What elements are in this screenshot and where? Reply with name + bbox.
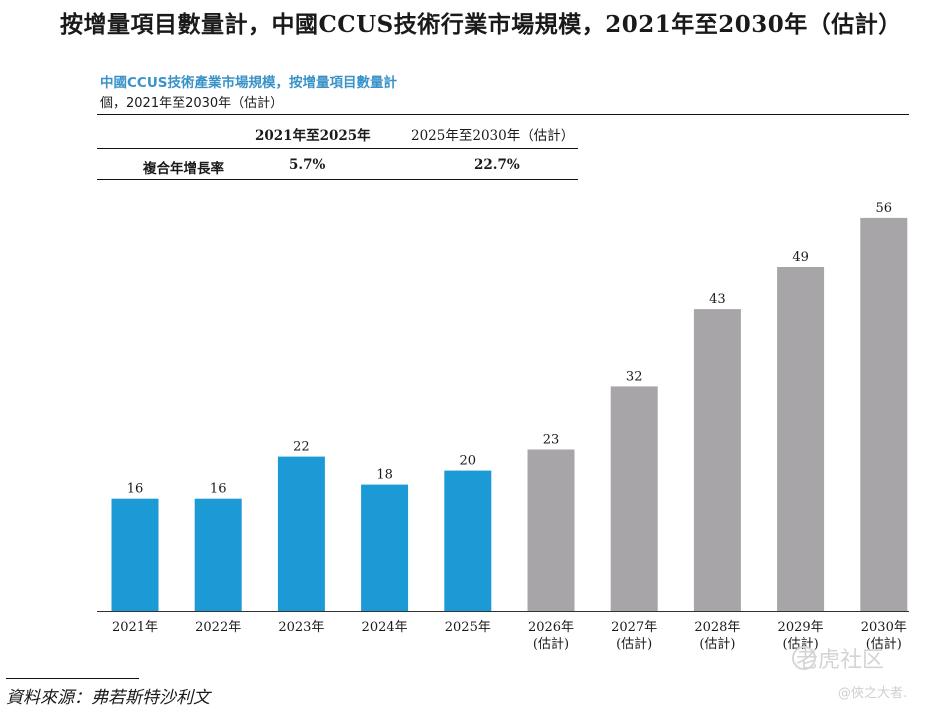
value-label-0: 16 xyxy=(127,482,144,497)
x-tick-label-7: 2028年 xyxy=(694,620,740,635)
value-label-4: 20 xyxy=(460,454,477,469)
bar-8 xyxy=(777,267,825,611)
watermark-handle: @俠之大者. xyxy=(838,686,908,701)
cagr-table-rule-top xyxy=(97,148,578,149)
value-label-9: 56 xyxy=(876,201,893,216)
bar-0 xyxy=(111,498,159,611)
bar-1 xyxy=(194,498,242,611)
page-heading: 按增量項目數量計，中國CCUS技術行業市場規模，2021年至2030年（估計） xyxy=(60,11,902,38)
watermark-logo-icon xyxy=(792,646,816,670)
x-tick-label-9-note: (估計) xyxy=(866,636,902,652)
x-tick-label-6-note: (估計) xyxy=(616,636,652,652)
header-rule xyxy=(97,114,909,115)
value-label-3: 18 xyxy=(376,468,393,483)
x-tick-label-1: 2022年 xyxy=(195,620,241,635)
cagr-header-period-2: 2025年至2030年（估計） xyxy=(411,128,575,144)
value-label-5: 23 xyxy=(543,433,560,448)
bar-4 xyxy=(444,470,492,611)
cagr-value-period-1: 5.7% xyxy=(289,157,326,173)
value-label-2: 22 xyxy=(293,440,310,455)
cagr-row-label: 複合年增長率 xyxy=(143,161,224,177)
bar-group xyxy=(111,217,908,611)
value-label-6: 32 xyxy=(626,369,643,384)
bar-5 xyxy=(527,449,575,611)
x-tick-label-7-note: (估計) xyxy=(699,636,735,652)
bar-2 xyxy=(277,456,325,611)
source-note: 資料來源：弗若斯特沙利文 xyxy=(6,688,210,708)
cagr-header-period-1: 2021年至2025年 xyxy=(255,128,371,144)
cagr-table-rule-bottom xyxy=(97,179,578,180)
x-tick-label-0: 2021年 xyxy=(112,620,158,635)
x-tick-label-2: 2023年 xyxy=(278,620,324,635)
x-tick-label-8: 2029年 xyxy=(778,620,824,635)
x-tick-label-5-note: (估計) xyxy=(533,636,569,652)
bar-6 xyxy=(610,386,658,611)
source-rule xyxy=(6,678,139,679)
value-label-7: 43 xyxy=(709,292,726,307)
chart-subtitle: 中國CCUS技術產業市場規模，按增量項目數量計 xyxy=(100,75,397,91)
watermark-text: 老虎社区 xyxy=(796,648,885,673)
cagr-value-period-2: 22.7% xyxy=(474,157,520,173)
bar-7 xyxy=(693,309,741,611)
x-tick-label-6: 2027年 xyxy=(611,620,657,635)
unit-label: 個，2021年至2030年（估計） xyxy=(100,96,284,111)
value-label-8: 49 xyxy=(792,250,809,265)
x-tick-label-9: 2030年 xyxy=(861,620,907,635)
value-label-1: 16 xyxy=(210,482,227,497)
x-tick-label-5: 2026年 xyxy=(528,620,574,635)
x-tick-label-3: 2024年 xyxy=(362,620,408,635)
bar-9 xyxy=(860,217,908,611)
bar-3 xyxy=(361,484,409,611)
value-label-group: 16 16 22 18 20 23 32 43 49 56 xyxy=(127,201,892,497)
x-axis-label-group: 2021年 2022年 2023年 2024年 2025年 2026年(估計)2027年(… xyxy=(112,620,907,652)
x-tick-label-4: 2025年 xyxy=(445,620,491,635)
